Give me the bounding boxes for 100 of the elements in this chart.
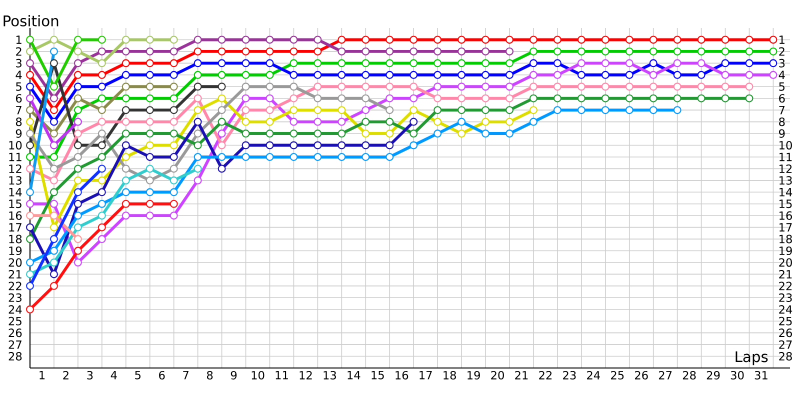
point [26,36,34,44]
y2-tick-label: 19 [780,246,792,256]
point [338,130,346,138]
point [362,82,370,91]
point [338,141,346,150]
point [290,118,298,126]
y-tick-label: 11 [9,152,22,162]
point [74,130,82,138]
point [386,130,394,138]
point [673,59,682,68]
x-tick-label: 2 [63,370,68,380]
point [50,152,58,161]
point [74,223,82,232]
point [458,106,466,114]
point [625,94,634,102]
point [194,59,202,68]
point [50,118,58,126]
point [218,36,226,44]
point [74,36,82,44]
point [50,282,58,290]
point [74,47,82,56]
point [625,106,634,114]
x-tick-label: 7 [183,370,188,380]
point [218,141,226,150]
point [146,70,154,79]
point [98,200,106,208]
y2-tick-label: 10 [780,140,792,150]
point [506,36,514,44]
point [50,36,58,44]
point [314,36,322,44]
point [745,47,754,56]
x-tick-label: 28 [682,370,696,380]
point [74,106,82,114]
point [74,212,82,220]
point [98,36,106,44]
point [50,164,58,173]
point [458,94,466,102]
point [50,270,58,278]
point [50,94,58,102]
y2-tick-label: 26 [779,328,792,338]
point [242,130,250,138]
point [410,106,418,114]
x-tick-label: 18 [444,370,456,380]
point [697,36,706,44]
point [50,246,58,255]
y2-tick-label: 23 [779,293,792,302]
point [122,47,130,56]
point [338,152,346,161]
point [506,106,514,114]
point [50,130,58,138]
point [266,70,274,79]
x-tick-label: 6 [159,370,165,380]
point [362,36,370,44]
point [170,47,178,56]
point [98,118,106,126]
point [242,106,250,114]
point [290,36,298,44]
y-tick-label: 14 [9,188,22,196]
y-tick-label: 27 [8,340,22,349]
point [434,82,442,91]
point [26,152,34,161]
point [74,246,82,255]
point [26,258,34,266]
point [98,82,106,91]
y2-tick-label: 9 [779,129,785,138]
x-tick-label: 1 [40,370,45,380]
y2-tick-label: 16 [780,211,792,220]
point [386,59,394,68]
point [170,94,178,102]
point [482,47,490,56]
point [506,70,514,79]
point [338,106,346,114]
x-tick-label: 26 [634,370,648,380]
point [266,94,274,102]
point [146,212,154,220]
y2-tick-label: 28 [779,352,792,361]
point [458,47,466,56]
point [482,118,490,126]
point [482,36,490,44]
point [649,94,658,102]
point [649,47,658,56]
y-tick-label: 25 [8,316,22,326]
point [386,82,394,91]
y2-tick-label: 18 [780,234,792,244]
point [577,106,586,114]
y-tick-label: 7 [16,106,22,114]
point [314,82,322,91]
y-tick-label: 5 [16,82,22,91]
point [649,106,658,114]
point [625,36,634,44]
y2-tick-label: 1 [780,36,784,44]
point [26,164,34,173]
y-tick-label: 3 [16,58,22,68]
point [26,118,34,126]
y-tick-label: 10 [9,140,22,150]
point [170,188,178,196]
x-tick-label: 25 [611,370,624,380]
point [745,59,754,68]
point [194,36,202,44]
point [410,82,418,91]
